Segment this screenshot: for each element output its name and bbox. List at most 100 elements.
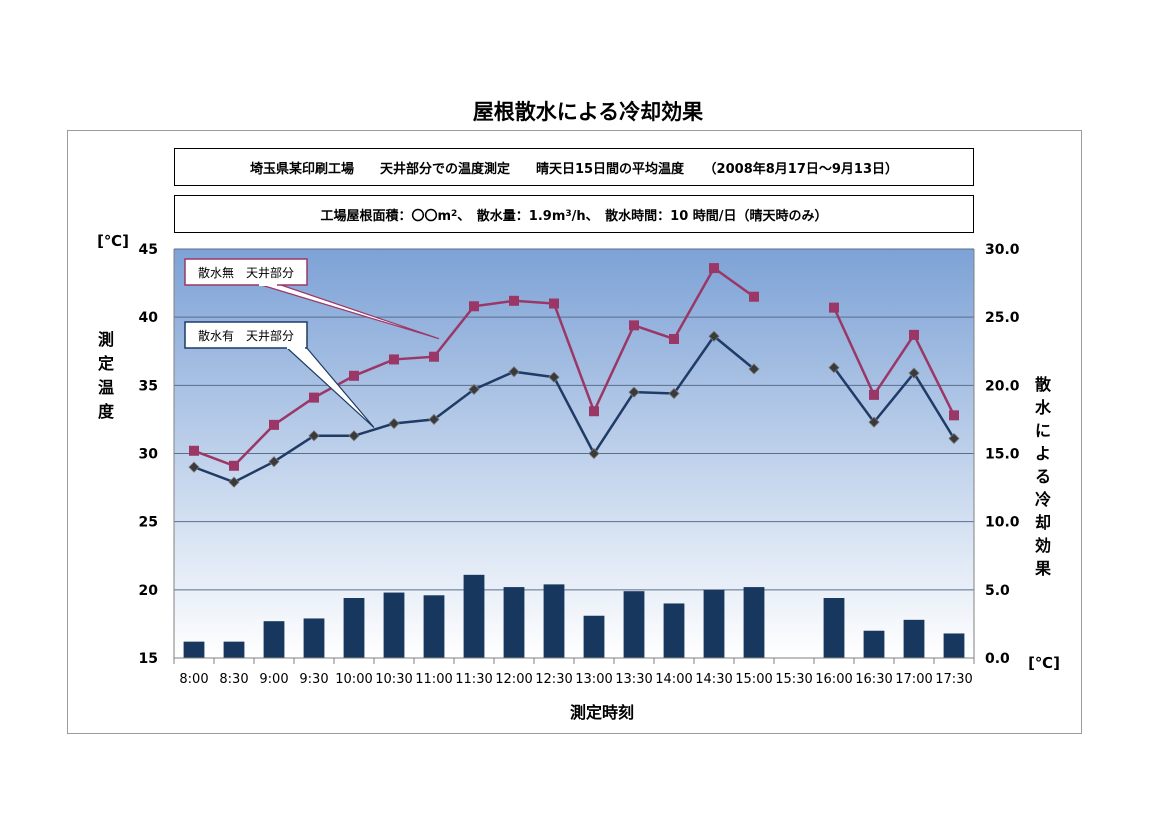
bar xyxy=(223,641,245,658)
point-diamond xyxy=(668,387,680,400)
x-tick-label: 10:30 xyxy=(375,672,412,687)
bar xyxy=(663,603,685,658)
point-diamond xyxy=(708,330,720,342)
x-tick-label: 9:30 xyxy=(299,672,328,687)
bar xyxy=(863,630,885,658)
y-tick-label-right: 25.0 xyxy=(985,310,1020,326)
y-tick-label-left: 25 xyxy=(139,515,158,531)
y-tick-label-right: 15.0 xyxy=(985,447,1020,463)
point-diamond xyxy=(748,363,760,375)
x-tick-label: 11:00 xyxy=(415,672,452,687)
y-tick-label-right: 0.0 xyxy=(985,651,1010,667)
point-diamond xyxy=(628,386,640,398)
point-diamond xyxy=(428,413,440,425)
axis-title-char: よ xyxy=(1035,444,1051,463)
info-box-measurement: 埼玉県某印刷工場 天井部分での温度測定 晴天日15日間の平均温度 （2008年8… xyxy=(174,148,974,186)
y-tick-label-right: 5.0 xyxy=(985,583,1010,599)
x-tick-label: 10:00 xyxy=(335,672,372,687)
y-tick-label-right: 30.0 xyxy=(985,242,1020,258)
x-tick-label: 8:00 xyxy=(179,672,208,687)
point-square xyxy=(189,445,199,456)
legend-callout-label: 散水有 天井部分 xyxy=(198,328,294,343)
point-square xyxy=(229,460,239,471)
bar xyxy=(263,621,285,658)
axis-title-char: 測 xyxy=(98,330,114,349)
x-tick-label: 14:30 xyxy=(695,672,732,687)
bar xyxy=(423,595,445,658)
point-diamond xyxy=(468,383,480,395)
y-axis-unit-right: [℃] xyxy=(1028,654,1060,672)
point-square xyxy=(269,419,279,430)
bar xyxy=(943,633,965,658)
axis-title-char: 定 xyxy=(97,354,114,373)
point-diamond xyxy=(308,430,320,442)
point-diamond xyxy=(868,416,880,428)
axis-title-char: 散 xyxy=(1035,375,1052,394)
y-axis-unit-left: [℃] xyxy=(97,232,129,250)
bar xyxy=(383,592,405,658)
axis-title-char: る xyxy=(1035,467,1051,486)
point-diamond xyxy=(188,461,200,473)
point-diamond xyxy=(388,417,400,430)
point-diamond xyxy=(228,476,240,488)
x-tick-label: 17:30 xyxy=(935,672,972,687)
bar xyxy=(463,574,485,658)
y-tick-label-right: 10.0 xyxy=(985,515,1020,531)
point-square xyxy=(589,406,599,417)
x-tick-label: 12:30 xyxy=(535,672,572,687)
x-tick-label: 11:30 xyxy=(455,672,492,687)
x-tick-label: 12:00 xyxy=(495,672,532,687)
axis-title-char: に xyxy=(1035,421,1051,440)
y-tick-label-left: 35 xyxy=(139,378,158,394)
bar xyxy=(823,598,845,658)
point-diamond xyxy=(948,432,960,445)
callout-box xyxy=(184,321,308,349)
axis-title-char: 温 xyxy=(97,378,114,397)
point-square xyxy=(949,410,959,421)
point-square xyxy=(509,295,519,306)
axis-title-char: 度 xyxy=(98,402,115,421)
y-tick-label-left: 30 xyxy=(139,447,159,463)
point-square xyxy=(429,351,439,362)
bar xyxy=(503,587,525,658)
chart-title: 屋根散水による冷却効果 xyxy=(472,100,704,124)
callout-box xyxy=(184,258,308,286)
point-square xyxy=(749,291,759,302)
bar xyxy=(543,584,565,658)
bar xyxy=(623,591,645,658)
series-line xyxy=(832,307,956,416)
point-diamond xyxy=(588,447,600,460)
bar xyxy=(903,619,925,658)
axis-title-char: 効 xyxy=(1035,536,1051,555)
x-tick-label: 13:30 xyxy=(615,672,652,687)
x-tick-label: 14:00 xyxy=(655,672,692,687)
axis-title-char: 水 xyxy=(1035,398,1052,417)
x-tick-label: 16:30 xyxy=(855,672,892,687)
point-square xyxy=(829,302,839,313)
point-square xyxy=(909,329,919,340)
info-spray-volume-exponent: 3 xyxy=(565,209,572,219)
bar xyxy=(183,641,205,658)
line-series xyxy=(188,263,960,488)
x-tick-label: 13:00 xyxy=(575,672,612,687)
point-diamond xyxy=(348,430,360,442)
point-square xyxy=(549,298,559,309)
point-square xyxy=(309,392,319,403)
axis-title-char: 果 xyxy=(1034,559,1051,578)
point-square xyxy=(629,320,639,331)
info-box-roof-spray: 工場屋根面積：〇〇m 2、 散水量：1.9m 3/h、 散水時間：10 時間/日（晴… xyxy=(174,195,974,233)
point-square xyxy=(389,354,399,365)
y-tick-label-left: 45 xyxy=(139,242,158,258)
legend-callout-label: 散水無 天井部分 xyxy=(198,265,294,280)
series-line xyxy=(832,366,956,440)
y-axis-title-right: 散水による冷却効果 xyxy=(1034,375,1052,578)
info-roof-area-exponent: 2 xyxy=(451,209,458,219)
x-axis-title: 測定時刻 xyxy=(570,703,634,722)
axis-title-char: 却 xyxy=(1035,513,1051,532)
point-diamond xyxy=(268,456,280,468)
gridlines xyxy=(174,248,974,591)
x-tick-label: 15:00 xyxy=(735,672,772,687)
info-spray-time-text: /h、 散水時間：10 時間/日（晴天時のみ） xyxy=(571,208,828,224)
